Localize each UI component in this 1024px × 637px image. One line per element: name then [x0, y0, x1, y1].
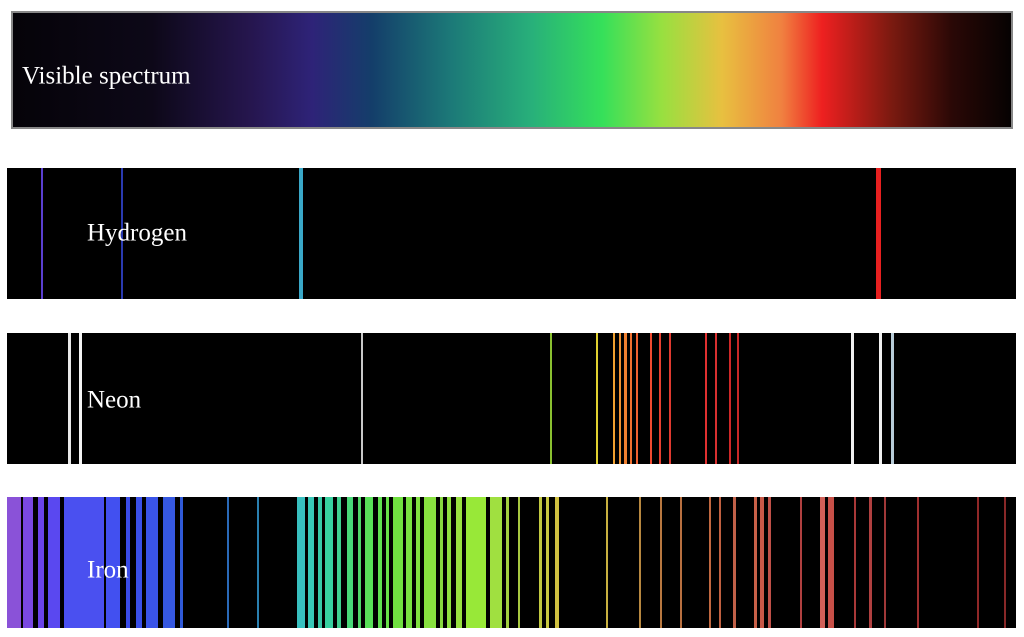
spectral-line: [518, 497, 520, 628]
spectral-line: [126, 497, 130, 628]
spectral-line: [619, 333, 621, 464]
spectral-line: [456, 497, 462, 628]
spectral-line: [337, 497, 341, 628]
spectral-line: [977, 497, 979, 628]
spectral-line: [596, 333, 598, 464]
spectral-line: [891, 333, 894, 464]
spectral-line: [163, 497, 175, 628]
spectral-line: [440, 497, 443, 628]
spectral-line: [709, 497, 711, 628]
spectral-line: [555, 497, 559, 628]
neon-lines: [68, 333, 894, 464]
spectral-line: [378, 497, 382, 628]
spectral-line: [624, 333, 627, 464]
spectral-line: [136, 497, 142, 628]
spectral-line: [828, 497, 834, 628]
spectral-line: [639, 497, 641, 628]
spectral-line: [347, 497, 353, 628]
band-label: Visible spectrum: [22, 63, 191, 90]
band-label: Neon: [87, 387, 142, 414]
spectral-line: [393, 497, 403, 628]
spectral-line: [546, 497, 549, 628]
spectral-line: [854, 497, 856, 628]
spectral-line: [719, 497, 721, 628]
spectral-line: [23, 497, 33, 628]
spectral-line: [506, 497, 509, 628]
spectral-line: [416, 497, 420, 628]
spectral-line: [358, 497, 361, 628]
spectral-line: [424, 497, 436, 628]
visible-spectrum-band: [11, 11, 1013, 129]
spectral-line: [550, 333, 552, 464]
spectral-line: [361, 333, 363, 464]
spectral-line: [41, 168, 43, 299]
spectral-line: [884, 497, 886, 628]
spectral-line: [737, 333, 739, 464]
spectral-line: [630, 333, 632, 464]
hydrogen-band: [7, 168, 1016, 299]
spectral-line: [879, 333, 882, 464]
spectral-line: [447, 497, 451, 628]
spectral-line: [299, 168, 303, 299]
spectral-line: [539, 497, 542, 628]
iron-band: [7, 497, 1016, 628]
spectral-line: [64, 497, 104, 628]
spectral-line: [227, 497, 229, 628]
spectral-line: [760, 497, 764, 628]
spectral-line: [659, 333, 661, 464]
spectral-line: [38, 497, 44, 628]
spectral-line: [768, 497, 771, 628]
iron-lines: [7, 497, 1006, 628]
spectral-line: [318, 497, 322, 628]
spectral-line: [650, 333, 652, 464]
spectral-line: [1004, 497, 1006, 628]
spectral-line: [106, 497, 120, 628]
spectral-line: [257, 497, 259, 628]
spectral-line: [733, 497, 736, 628]
spectral-line: [606, 497, 608, 628]
spectral-line: [79, 333, 82, 464]
spectral-line: [406, 497, 412, 628]
spectral-line: [365, 497, 373, 628]
spectral-line: [308, 497, 314, 628]
spectral-line: [869, 497, 872, 628]
band-label: Iron: [87, 557, 129, 584]
band-label: Hydrogen: [87, 220, 187, 247]
hydrogen-lines: [41, 168, 881, 299]
spectral-line: [636, 333, 638, 464]
spectral-line: [851, 333, 854, 464]
spectral-line: [820, 497, 825, 628]
spectral-line: [800, 497, 802, 628]
spectral-line: [705, 333, 707, 464]
spectral-line: [876, 168, 881, 299]
spectral-line: [121, 168, 123, 299]
neon-band: [7, 333, 1016, 464]
spectral-line: [146, 497, 158, 628]
spectral-line: [917, 497, 919, 628]
spectral-line: [669, 333, 671, 464]
spectral-line: [297, 497, 305, 628]
spectral-line: [68, 333, 71, 464]
spectral-line: [386, 497, 389, 628]
spectral-line: [325, 497, 333, 628]
spectral-line: [729, 333, 731, 464]
spectral-line: [613, 333, 615, 464]
spectral-line: [180, 497, 183, 628]
spectral-line: [48, 497, 60, 628]
spectral-line: [490, 497, 502, 628]
spectral-line: [715, 333, 717, 464]
spectral-line: [466, 497, 486, 628]
spectral-line: [680, 497, 682, 628]
spectral-line: [754, 497, 757, 628]
spectral-line: [7, 497, 21, 628]
spectral-line: [660, 497, 662, 628]
